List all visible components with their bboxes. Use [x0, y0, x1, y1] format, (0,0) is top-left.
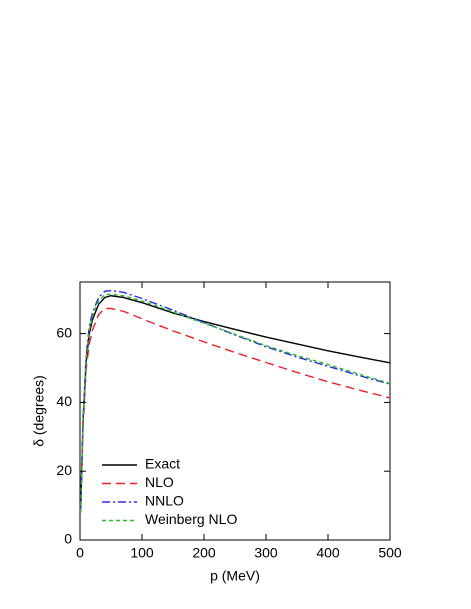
- legend-label: NNLO: [145, 493, 184, 509]
- x-tick-label: 500: [378, 545, 402, 561]
- y-axis-label: δ (degrees): [31, 375, 47, 447]
- y-tick-label: 20: [56, 462, 72, 478]
- series-line: [79, 293, 391, 513]
- x-tick-label: 200: [192, 545, 216, 561]
- legend-label: NLO: [145, 474, 174, 490]
- x-tick-label: 0: [76, 545, 84, 561]
- series-line: [79, 295, 391, 513]
- x-axis-label: p (MeV): [210, 568, 260, 584]
- y-tick-label: 60: [56, 324, 72, 340]
- plot-frame: [79, 281, 391, 541]
- x-tick-label: 400: [316, 545, 340, 561]
- y-tick-label: 40: [56, 393, 72, 409]
- legend-label: Weinberg NLO: [145, 511, 237, 527]
- series-line: [79, 289, 391, 513]
- x-tick-label: 300: [254, 545, 278, 561]
- series-line: [79, 307, 391, 513]
- x-tick-label: 100: [130, 545, 154, 561]
- legend-label: Exact: [145, 456, 180, 472]
- y-tick-label: 0: [64, 531, 72, 547]
